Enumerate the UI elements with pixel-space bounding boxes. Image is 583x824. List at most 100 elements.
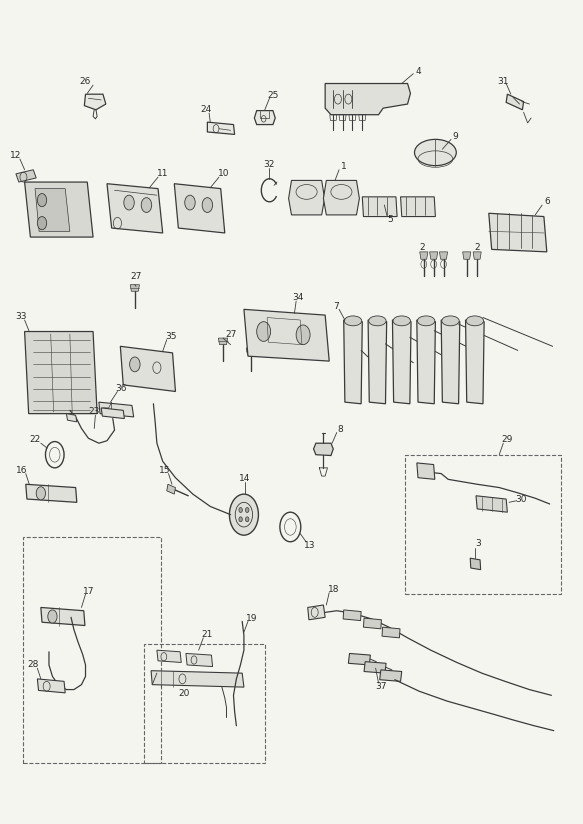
Circle shape [36,487,45,500]
Polygon shape [401,197,436,217]
Circle shape [202,198,213,213]
Polygon shape [476,496,507,513]
Polygon shape [420,252,428,260]
Polygon shape [417,320,436,404]
Polygon shape [343,610,361,620]
Text: 24: 24 [200,105,211,115]
Polygon shape [157,650,181,662]
Circle shape [129,357,140,372]
Text: 31: 31 [497,77,509,86]
Text: 36: 36 [115,384,127,393]
Polygon shape [314,443,333,456]
Text: 6: 6 [544,197,550,206]
Polygon shape [506,94,524,110]
Text: 9: 9 [452,132,458,141]
Polygon shape [107,184,163,233]
Polygon shape [344,320,362,404]
Text: 8: 8 [338,424,343,433]
Polygon shape [37,679,65,693]
Circle shape [124,195,134,210]
Circle shape [257,321,271,341]
Polygon shape [41,607,85,625]
Text: 10: 10 [218,170,229,178]
Polygon shape [470,558,480,569]
Polygon shape [208,122,234,134]
Text: 20: 20 [178,689,190,698]
Polygon shape [349,653,370,665]
Polygon shape [363,618,381,629]
Text: 34: 34 [293,293,304,302]
Polygon shape [324,180,359,215]
Text: 35: 35 [165,332,177,341]
Text: 11: 11 [157,170,168,178]
Text: 30: 30 [515,495,526,504]
Circle shape [239,508,243,513]
Circle shape [245,517,249,522]
Text: 25: 25 [267,91,279,101]
Text: 22: 22 [29,435,41,444]
Polygon shape [473,252,481,260]
Text: 14: 14 [240,474,251,483]
Polygon shape [466,320,484,404]
Circle shape [48,610,57,623]
Polygon shape [24,331,97,414]
Text: 27: 27 [131,272,142,281]
Text: 15: 15 [159,466,171,475]
Ellipse shape [345,316,361,325]
Polygon shape [364,662,386,673]
Text: 2: 2 [475,243,480,252]
Circle shape [239,517,243,522]
Polygon shape [440,252,448,260]
Ellipse shape [415,139,456,166]
Circle shape [185,195,195,210]
Text: 16: 16 [16,466,27,475]
Circle shape [230,494,258,535]
Circle shape [37,194,47,207]
Polygon shape [325,83,410,115]
Text: 27: 27 [225,330,236,339]
Circle shape [245,508,249,513]
Text: 1: 1 [341,162,347,171]
Ellipse shape [393,316,410,325]
Ellipse shape [466,316,483,325]
Circle shape [37,217,47,230]
Text: 29: 29 [501,435,513,444]
Text: 13: 13 [304,541,316,550]
Polygon shape [24,182,93,237]
Polygon shape [16,170,36,182]
Polygon shape [489,213,547,252]
Polygon shape [417,463,435,480]
Polygon shape [246,348,255,354]
Polygon shape [368,320,387,404]
Text: 23: 23 [89,408,100,416]
Polygon shape [219,338,228,344]
Polygon shape [130,285,139,291]
Text: 33: 33 [15,312,27,321]
Polygon shape [244,309,329,361]
Polygon shape [26,485,77,503]
Text: 18: 18 [328,585,339,594]
Text: 12: 12 [10,152,22,161]
Polygon shape [441,320,460,404]
Polygon shape [430,252,438,260]
Polygon shape [289,180,325,215]
Polygon shape [463,252,471,260]
Polygon shape [380,670,402,681]
Text: 37: 37 [375,681,387,691]
Polygon shape [151,671,244,687]
Circle shape [141,198,152,213]
Text: 5: 5 [387,215,393,224]
Text: 26: 26 [80,77,91,87]
Text: 3: 3 [476,539,481,548]
Text: 21: 21 [202,630,213,639]
Polygon shape [85,94,106,110]
Polygon shape [308,605,325,620]
Polygon shape [254,110,275,124]
Polygon shape [392,320,411,404]
Polygon shape [362,197,397,217]
Text: 19: 19 [246,614,258,623]
Polygon shape [101,408,124,419]
Text: 17: 17 [83,587,94,596]
Ellipse shape [442,316,459,325]
Circle shape [296,325,310,344]
